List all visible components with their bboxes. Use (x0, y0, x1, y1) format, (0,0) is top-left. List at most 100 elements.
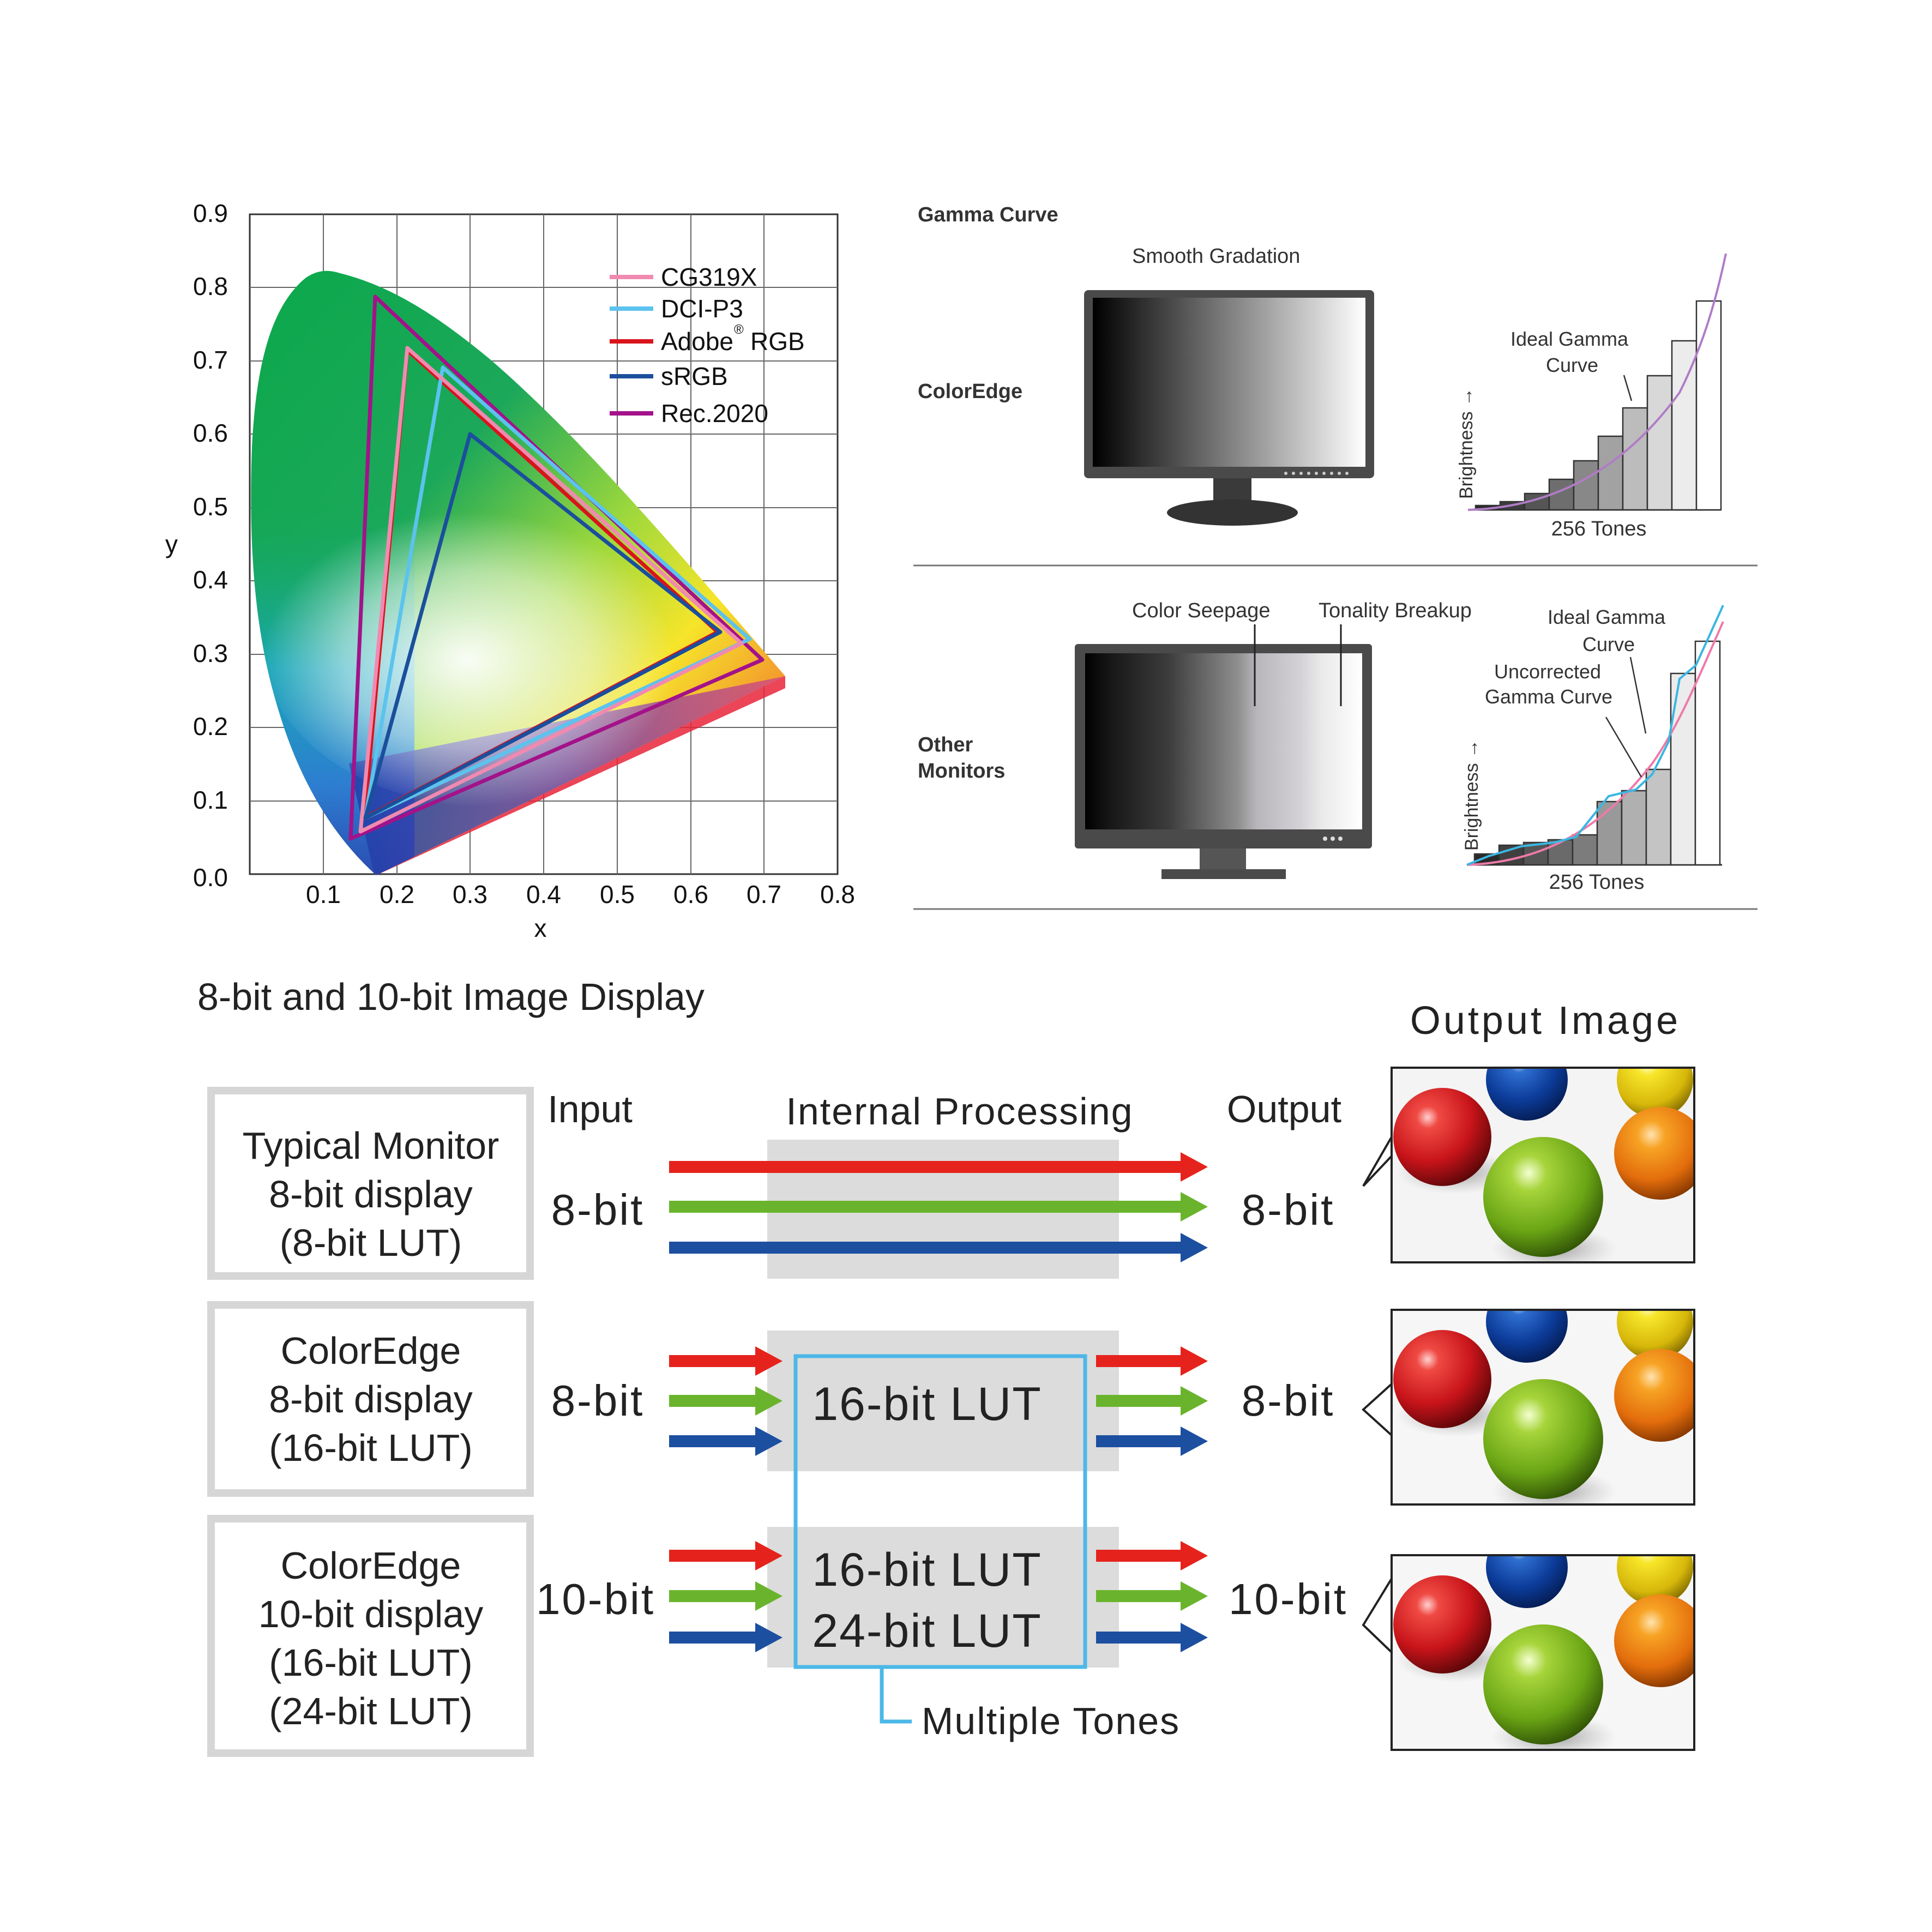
row2-arrows (669, 1346, 1208, 1456)
other-monitor (1075, 624, 1372, 879)
row1-line3: (8-bit LUT) (280, 1221, 462, 1264)
legend-rec2020: Rec.2020 (661, 399, 768, 428)
row1-line1: Typical Monitor (243, 1124, 499, 1167)
uncorrected-label-2: Gamma Curve (1485, 685, 1612, 708)
coloredge-label: ColorEdge (918, 380, 1022, 403)
row2-line3: (16-bit LUT) (269, 1427, 472, 1469)
ideal-gamma-label-2b: Curve (1582, 633, 1635, 655)
gamma-curve-section: Gamma Curve Smooth Gradation ColorEdge (913, 203, 1758, 910)
row3-label-box: ColorEdge 10-bit display (16-bit LUT) (2… (207, 1515, 534, 1757)
y-tick: 0.9 (193, 199, 228, 227)
row3-line4: (24-bit LUT) (269, 1690, 472, 1732)
output-image-1 (1391, 1067, 1695, 1263)
y-tick: 0.7 (193, 346, 228, 374)
brightness-label: Brightness → (1456, 388, 1477, 499)
row2-line2: 8-bit display (269, 1378, 473, 1421)
ideal-gamma-label-1b: Ideal Gamma (1548, 606, 1666, 628)
input-heading: Input (547, 1088, 633, 1130)
y-tick: 0.4 (193, 565, 228, 594)
row1-output-bits: 8-bit (1242, 1185, 1335, 1234)
row2-output-bits: 8-bit (1242, 1376, 1335, 1425)
other-gamma-chart: Ideal Gamma Curve Uncorrected Gamma Curv… (1461, 605, 1724, 894)
row3-output-bits: 10-bit (1229, 1575, 1347, 1623)
row3-line1: ColorEdge (281, 1544, 461, 1587)
dci-p3-triangle (363, 365, 752, 820)
y-tick: 0.6 (193, 419, 228, 447)
output-image-2 (1391, 1309, 1695, 1506)
y-tick: 0.8 (193, 272, 228, 300)
x-tick: 0.7 (747, 880, 781, 908)
internal-processing-heading: Internal Processing (786, 1090, 1133, 1133)
row1-label-box: Typical Monitor 8-bit display (8-bit LUT… (207, 1087, 534, 1280)
row3-input-bits: 10-bit (536, 1575, 655, 1623)
row2-processing-area (767, 1331, 1119, 1471)
x-tick: 0.8 (820, 880, 855, 908)
coloredge-monitor (1084, 290, 1374, 526)
y-tick: 0.0 (193, 863, 228, 892)
multiple-tones-label: Multiple Tones (922, 1700, 1180, 1742)
x-tick: 0.1 (306, 880, 341, 908)
x-axis-ticks: 0.1 0.2 0.3 0.4 0.5 0.6 0.7 0.8 (306, 880, 855, 908)
output-heading: Output (1227, 1088, 1341, 1130)
x-tick: 0.3 (453, 880, 487, 908)
tones-label-b: 256 Tones (1549, 871, 1645, 894)
tones-label: 256 Tones (1551, 517, 1647, 540)
row3-callout (1362, 1578, 1393, 1653)
legend-cg319x: CG319X (661, 263, 757, 291)
coloredge-gamma-chart: Ideal Gamma Curve Brightness → 256 Tones (1456, 253, 1727, 540)
lut-box (793, 1354, 1087, 1669)
chromaticity-chart: CG319X DCI-P3 Adobe ® RGB sRGB Rec.2020 … (165, 199, 855, 942)
smooth-gradation-label: Smooth Gradation (1132, 245, 1300, 268)
x-tick: 0.5 (600, 880, 635, 908)
row2-line1: ColorEdge (281, 1329, 461, 1372)
row1-arrows (669, 1152, 1208, 1262)
gamma-title: Gamma Curve (918, 203, 1058, 226)
other-label-1: Other (918, 733, 973, 756)
gamut-triangles (348, 294, 765, 841)
row3-line3: (16-bit LUT) (269, 1641, 472, 1684)
row3-processing-area (767, 1527, 1119, 1668)
legend-registered-mark: ® (734, 322, 744, 337)
legend-dci-p3: DCI-P3 (661, 294, 743, 323)
y-tick: 0.2 (193, 712, 228, 741)
color-seepage-label: Color Seepage (1132, 599, 1271, 622)
y-tick: 0.1 (193, 786, 228, 814)
other-monitors-panel: Color Seepage Tonality Breakup Other Mon… (918, 599, 1724, 894)
srgb-triangle (363, 432, 723, 820)
multiple-tones-callout (880, 1667, 912, 1724)
ideal-gamma-label-1: Ideal Gamma (1510, 328, 1629, 350)
row2-input-bits: 8-bit (551, 1376, 645, 1425)
output-image-3 (1391, 1554, 1695, 1751)
row2-lut-label: 16-bit LUT (812, 1378, 1042, 1430)
row1-line2: 8-bit display (269, 1173, 473, 1215)
row2-label-box: ColorEdge 8-bit display (16-bit LUT) (207, 1301, 534, 1497)
chart-legend: CG319X DCI-P3 Adobe ® RGB sRGB Rec.2020 (610, 263, 805, 428)
tonality-breakup-label: Tonality Breakup (1319, 599, 1472, 622)
y-tick: 0.5 (193, 492, 228, 521)
bit-section-title: 8-bit and 10-bit Image Display (197, 976, 705, 1018)
row3-line2: 10-bit display (258, 1593, 483, 1635)
legend-rgb: RGB (750, 327, 805, 356)
bit-depth-section: 8-bit and 10-bit Image Display Output Im… (197, 976, 1695, 1757)
row3-lut16-label: 16-bit LUT (812, 1544, 1042, 1596)
other-label-2: Monitors (918, 760, 1005, 783)
row3-lut24-label: 24-bit LUT (812, 1605, 1042, 1657)
output-image-heading: Output Image (1410, 999, 1681, 1043)
x-tick: 0.2 (380, 880, 414, 908)
row1-input-bits: 8-bit (551, 1185, 645, 1234)
ideal-gamma-label-2: Curve (1546, 354, 1598, 376)
row2-callout (1362, 1383, 1393, 1436)
row1-callout (1362, 1136, 1393, 1187)
x-tick: 0.6 (673, 880, 708, 908)
uncorrected-label-1: Uncorrected (1494, 660, 1601, 683)
y-tick: 0.3 (193, 639, 228, 667)
coloredge-panel: Smooth Gradation ColorEdge (918, 245, 1727, 540)
legend-adobe: Adobe (661, 327, 733, 356)
x-axis-label: x (534, 914, 547, 942)
y-axis-label: y (165, 530, 178, 558)
brightness-label-b: Brightness → (1461, 739, 1482, 851)
y-axis-ticks: 0.0 0.1 0.2 0.3 0.4 0.5 0.6 0.7 0.8 0.9 (193, 199, 228, 892)
x-tick: 0.4 (526, 880, 561, 908)
cg319x-triangle (358, 346, 744, 834)
legend-srgb: sRGB (661, 362, 728, 390)
